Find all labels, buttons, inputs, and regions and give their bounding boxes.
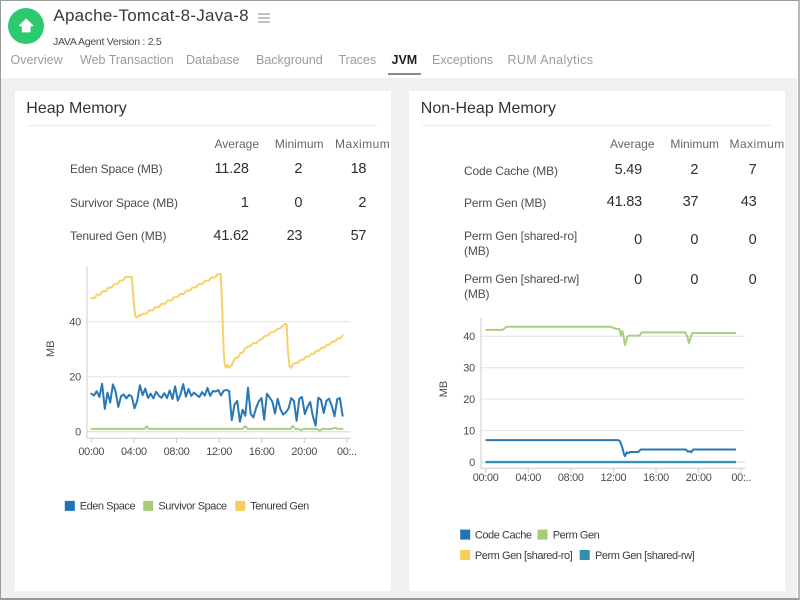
svg-text:20: 20 bbox=[463, 393, 475, 405]
svg-text:16:00: 16:00 bbox=[248, 446, 274, 458]
svg-text:40: 40 bbox=[69, 316, 81, 328]
svg-text:12:00: 12:00 bbox=[601, 472, 627, 484]
svg-text:00:..: 00:.. bbox=[337, 446, 357, 458]
svg-text:08:00: 08:00 bbox=[163, 446, 189, 458]
svg-text:00:00: 00:00 bbox=[78, 446, 104, 458]
svg-text:0: 0 bbox=[469, 456, 475, 468]
svg-text:Perm Gen [shared-ro]: Perm Gen [shared-ro] bbox=[475, 549, 573, 561]
svg-text:40: 40 bbox=[463, 331, 475, 343]
svg-text:0: 0 bbox=[75, 426, 81, 438]
svg-text:08:00: 08:00 bbox=[558, 472, 584, 484]
svg-text:Survivor Space: Survivor Space bbox=[158, 500, 227, 512]
svg-text:MB: MB bbox=[45, 340, 57, 357]
svg-text:MB: MB bbox=[438, 380, 450, 397]
svg-text:00:..: 00:.. bbox=[731, 472, 751, 484]
svg-text:20:00: 20:00 bbox=[686, 472, 712, 484]
svg-text:04:00: 04:00 bbox=[515, 472, 541, 484]
svg-text:Eden Space: Eden Space bbox=[79, 500, 135, 512]
svg-text:Perm Gen [shared-rw]: Perm Gen [shared-rw] bbox=[595, 549, 695, 561]
svg-text:Perm Gen: Perm Gen bbox=[553, 529, 600, 541]
svg-text:12:00: 12:00 bbox=[206, 446, 232, 458]
svg-text:Code Cache: Code Cache bbox=[475, 529, 532, 541]
svg-text:30: 30 bbox=[463, 362, 475, 374]
svg-text:Tenured Gen: Tenured Gen bbox=[250, 500, 309, 512]
svg-text:10: 10 bbox=[463, 425, 475, 437]
svg-text:00:00: 00:00 bbox=[473, 472, 499, 484]
svg-text:04:00: 04:00 bbox=[121, 446, 147, 458]
svg-text:16:00: 16:00 bbox=[643, 472, 669, 484]
svg-text:20:00: 20:00 bbox=[291, 446, 317, 458]
svg-text:20: 20 bbox=[69, 371, 81, 383]
